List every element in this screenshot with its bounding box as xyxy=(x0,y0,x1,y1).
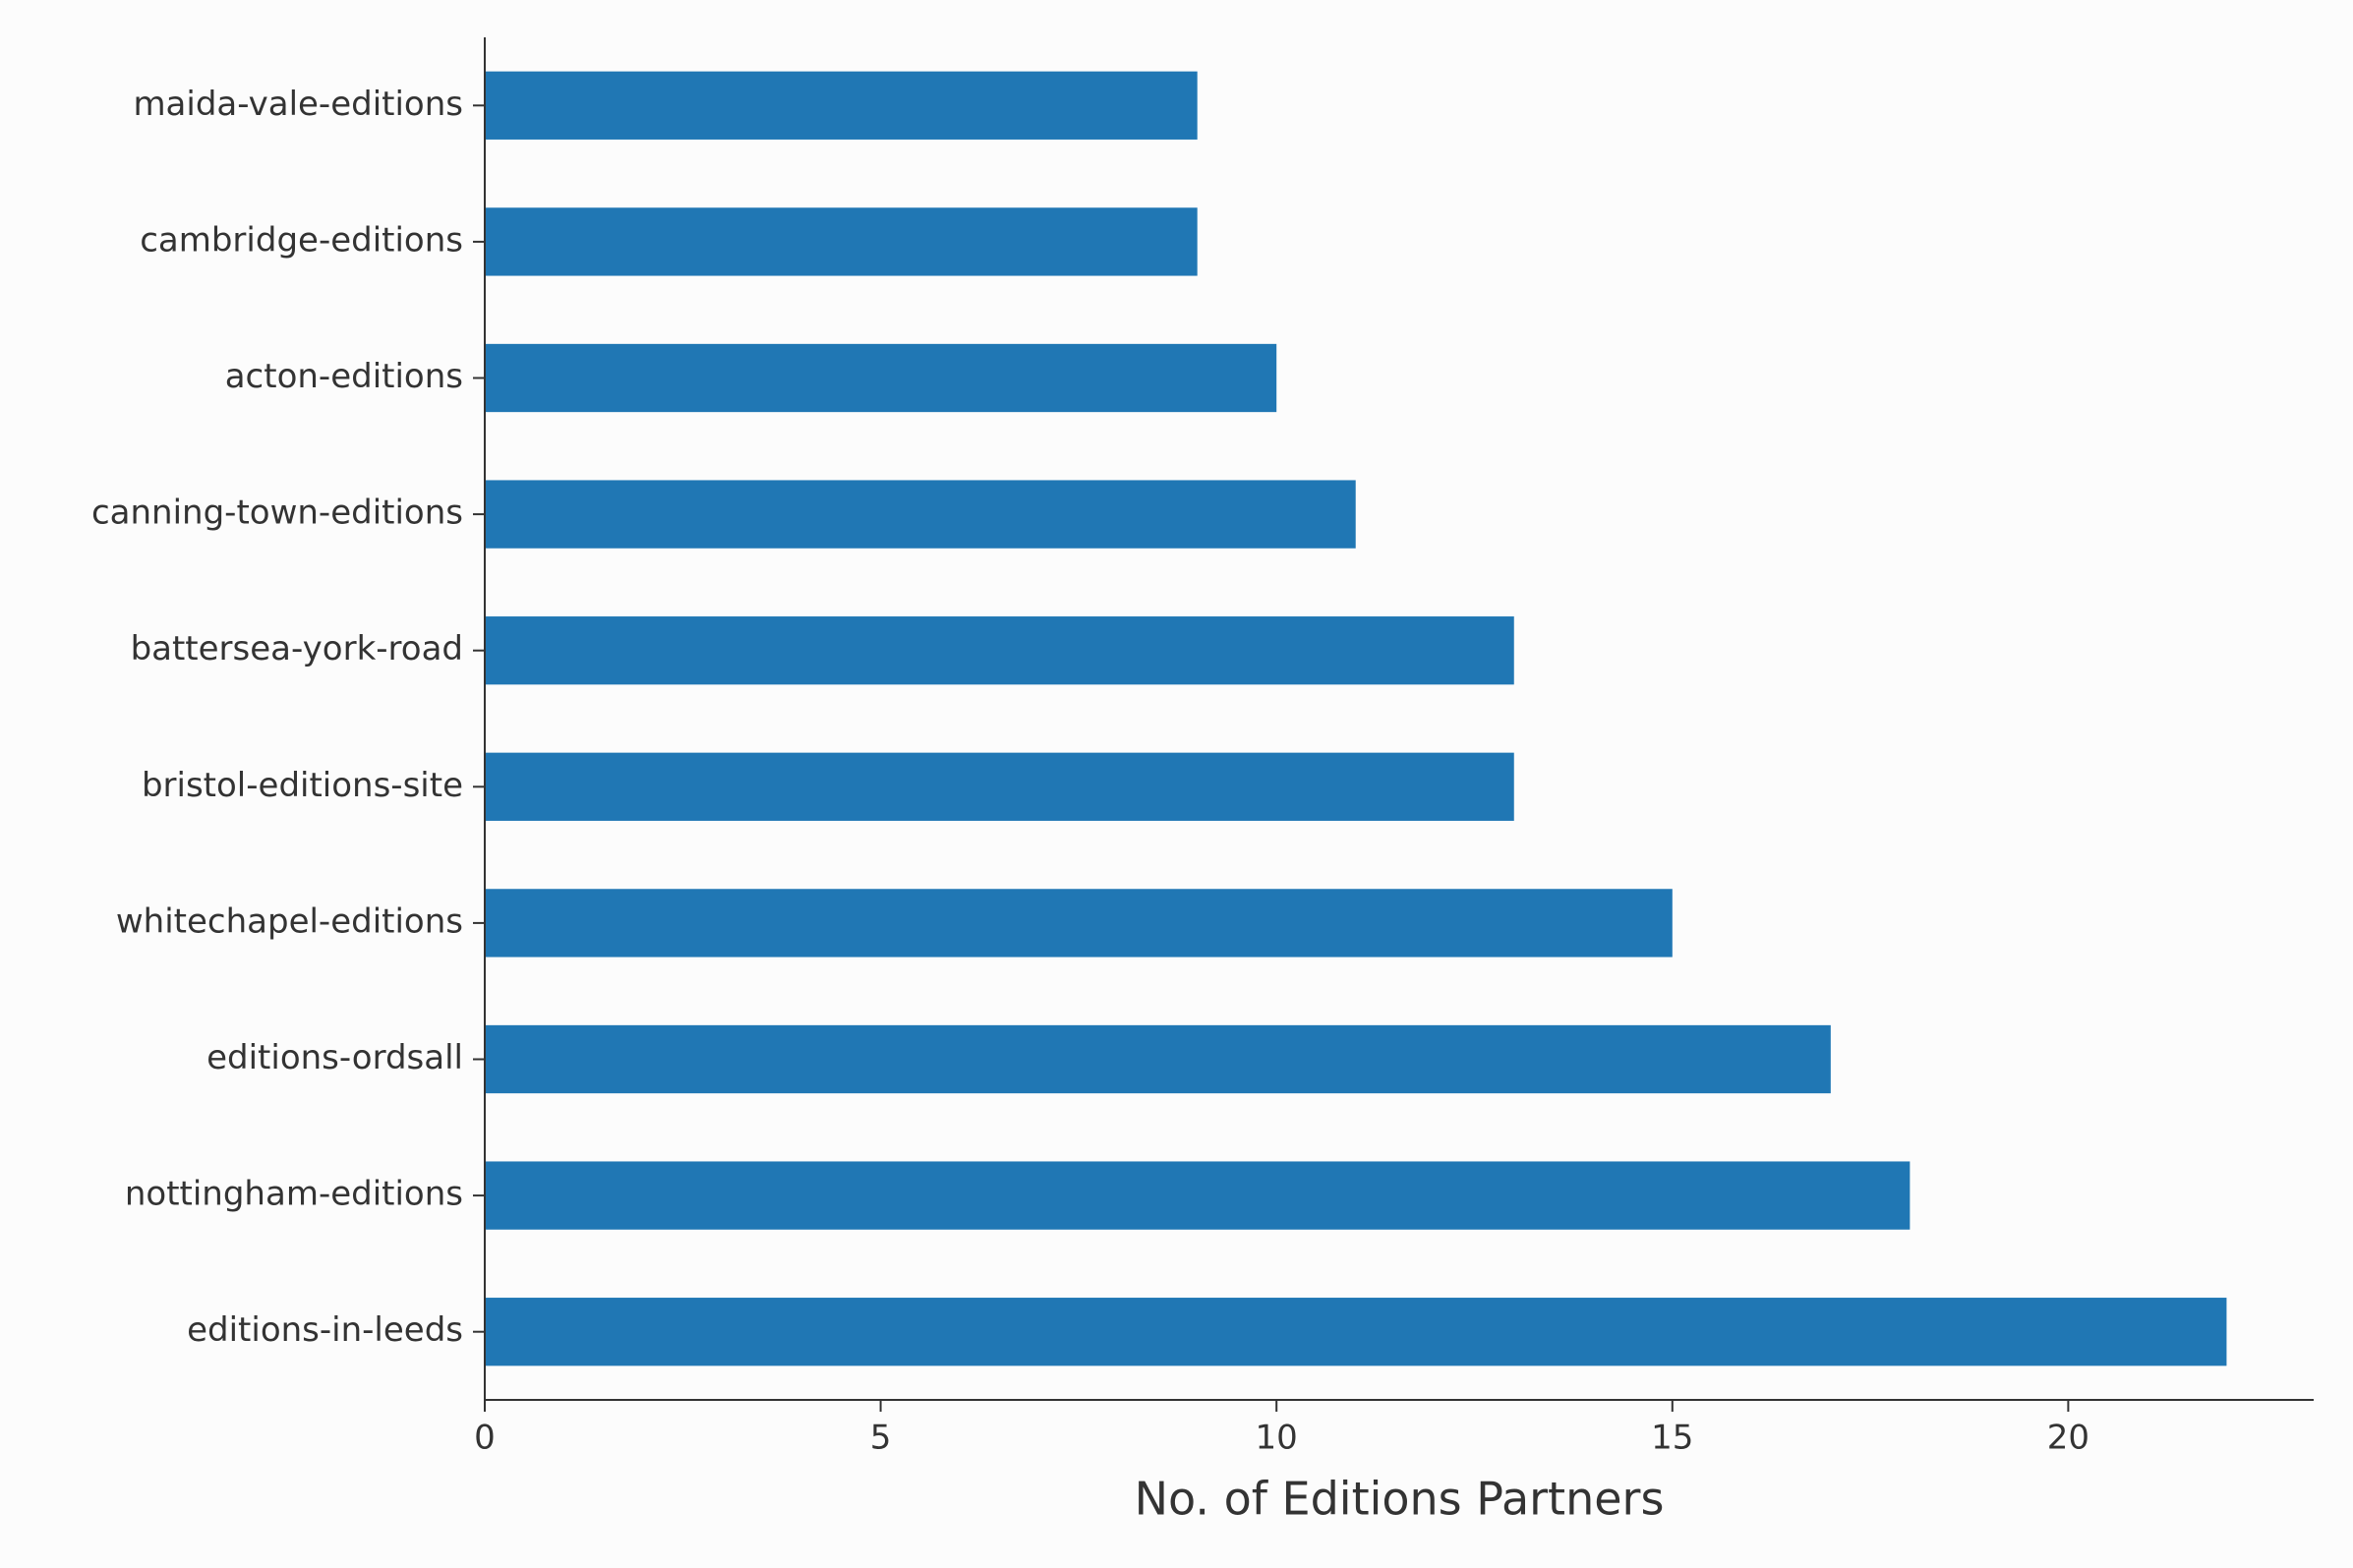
y-tick-label: cambridge-editions xyxy=(140,220,463,260)
x-axis-label: No. of Editions Partners xyxy=(1135,1473,1665,1526)
x-tick-label: 0 xyxy=(474,1419,496,1458)
bar xyxy=(485,480,1356,549)
y-tick-label: acton-editions xyxy=(225,357,463,396)
bar xyxy=(485,616,1514,685)
bar xyxy=(485,1161,1911,1230)
x-tick-label: 5 xyxy=(870,1419,892,1458)
y-tick-label: editions-ordsall xyxy=(206,1038,463,1077)
y-tick-label: maida-vale-editions xyxy=(133,85,463,124)
bar xyxy=(485,71,1198,140)
bar xyxy=(485,207,1198,276)
bar xyxy=(485,889,1673,958)
x-tick-label: 20 xyxy=(2047,1419,2089,1458)
bar xyxy=(485,343,1277,413)
y-tick-label: canning-town-editions xyxy=(91,494,463,533)
y-tick-label: whitechapel-editions xyxy=(116,901,463,941)
x-tick-label: 15 xyxy=(1651,1419,1693,1458)
x-tick-label: 10 xyxy=(1256,1419,1298,1458)
y-tick-label: battersea-york-road xyxy=(131,629,463,668)
bar xyxy=(485,1298,2227,1366)
bar xyxy=(485,1024,1831,1094)
y-tick-label: nottingham-editions xyxy=(125,1175,463,1214)
bar xyxy=(485,752,1514,821)
y-tick-label: editions-in-leeds xyxy=(187,1310,463,1350)
y-tick-label: bristol-editions-site xyxy=(142,766,463,805)
